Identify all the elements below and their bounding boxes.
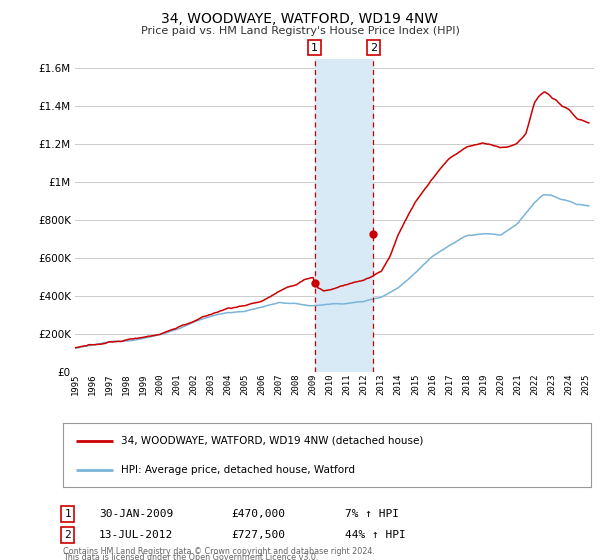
Text: 30-JAN-2009: 30-JAN-2009 — [99, 509, 173, 519]
Text: This data is licensed under the Open Government Licence v3.0.: This data is licensed under the Open Gov… — [63, 553, 319, 560]
Text: Contains HM Land Registry data © Crown copyright and database right 2024.: Contains HM Land Registry data © Crown c… — [63, 547, 375, 556]
Text: 2: 2 — [370, 43, 377, 53]
Text: 2: 2 — [64, 530, 71, 540]
Text: 1: 1 — [311, 43, 318, 53]
Text: 34, WOODWAYE, WATFORD, WD19 4NW (detached house): 34, WOODWAYE, WATFORD, WD19 4NW (detache… — [121, 436, 424, 446]
Text: 13-JUL-2012: 13-JUL-2012 — [99, 530, 173, 540]
Bar — [314, 59, 373, 372]
Text: 1: 1 — [64, 509, 71, 519]
Text: 7% ↑ HPI: 7% ↑ HPI — [345, 509, 399, 519]
Text: £727,500: £727,500 — [231, 530, 285, 540]
Text: 34, WOODWAYE, WATFORD, WD19 4NW: 34, WOODWAYE, WATFORD, WD19 4NW — [161, 12, 439, 26]
Text: 44% ↑ HPI: 44% ↑ HPI — [345, 530, 406, 540]
Text: £470,000: £470,000 — [231, 509, 285, 519]
Text: Price paid vs. HM Land Registry's House Price Index (HPI): Price paid vs. HM Land Registry's House … — [140, 26, 460, 36]
Text: HPI: Average price, detached house, Watford: HPI: Average price, detached house, Watf… — [121, 465, 355, 475]
